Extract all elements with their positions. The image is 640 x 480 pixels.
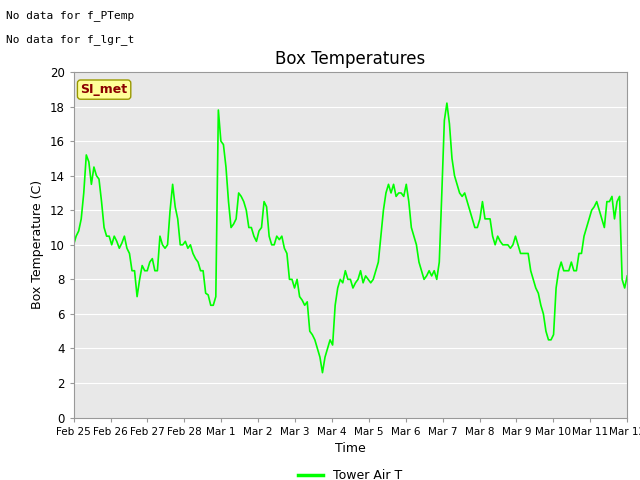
Text: SI_met: SI_met	[81, 83, 127, 96]
Y-axis label: Box Temperature (C): Box Temperature (C)	[31, 180, 44, 310]
Text: No data for f_PTemp: No data for f_PTemp	[6, 10, 134, 21]
Title: Box Temperatures: Box Temperatures	[275, 49, 426, 68]
Text: No data for f_lgr_t: No data for f_lgr_t	[6, 34, 134, 45]
Legend: Tower Air T: Tower Air T	[293, 464, 408, 480]
X-axis label: Time: Time	[335, 442, 366, 455]
